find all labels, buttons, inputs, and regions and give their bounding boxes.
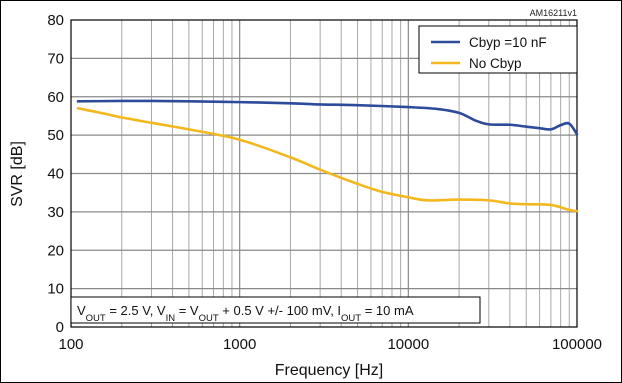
x-tick-label: 100	[58, 336, 83, 353]
tick-labels: 100 1000 10000 100000 0 10 20 30 40 50 60 70 80	[47, 12, 602, 353]
series-line-0	[76, 99, 579, 136]
y-axis-title: SVR [dB]	[9, 141, 26, 207]
cond-part-5: OUT	[199, 313, 219, 324]
y-tick-label: 50	[47, 127, 64, 144]
cond-part-7: OUT	[341, 313, 361, 324]
conditions-annotation: VOUT = 2.5 V, VIN = VOUT + 0.5 V +/- 100…	[70, 296, 481, 324]
y-tick-label: 30	[47, 204, 64, 221]
y-tick-label: 40	[47, 166, 64, 183]
x-axis-title: Frequency [Hz]	[275, 362, 383, 379]
conditions-box	[70, 296, 481, 324]
cond-part-3: IN	[166, 313, 176, 324]
legend-label-cbyp: Cbyp =10 nF	[469, 35, 547, 50]
cond-part-8: = 10 mA	[361, 303, 414, 318]
cond-part-1: OUT	[86, 313, 106, 324]
plot-frame	[70, 19, 578, 328]
series-layer	[76, 99, 579, 213]
legend-box	[418, 25, 578, 74]
x-tick-label: 1000	[223, 336, 256, 353]
y-tick-label: 70	[47, 50, 64, 67]
x-tick-label: 10000	[387, 336, 429, 353]
y-tick-label: 0	[56, 319, 64, 336]
legend: Cbyp =10 nF No Cbyp	[418, 25, 578, 74]
y-tick-label: 60	[47, 89, 64, 106]
legend-label-no-cbyp: No Cbyp	[469, 56, 522, 71]
y-tick-label: 80	[47, 12, 64, 29]
y-tick-label: 20	[47, 242, 64, 259]
cond-part-0: V	[77, 303, 86, 318]
cond-part-6: + 0.5 V +/- 100 mV, I	[219, 303, 341, 318]
cond-part-2: = 2.5 V, V	[106, 303, 166, 318]
figure-id: AM16211v1	[530, 8, 577, 18]
x-tick-label: 100000	[552, 336, 602, 353]
conditions-text: VOUT = 2.5 V, VIN = VOUT + 0.5 V +/- 100…	[77, 303, 414, 324]
series-line-1	[76, 106, 579, 213]
cond-part-4: = V	[175, 303, 199, 318]
y-tick-label: 10	[47, 281, 64, 298]
